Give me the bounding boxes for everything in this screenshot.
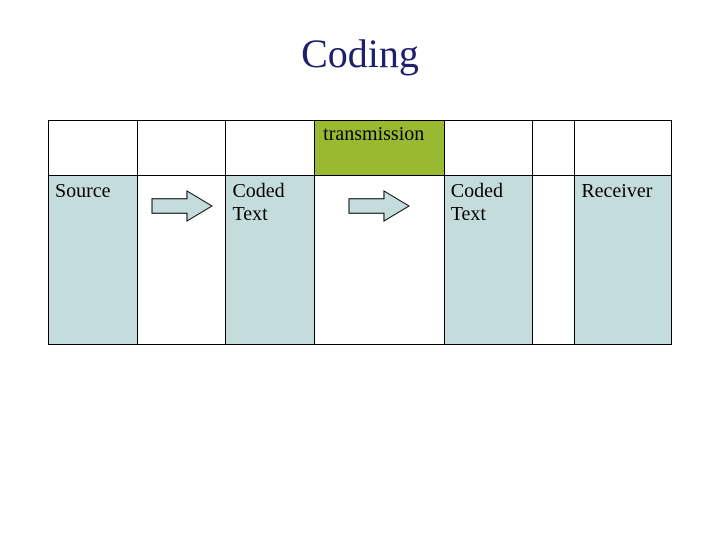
diagram-row-header: transmission: [48, 120, 672, 175]
body-cell: [315, 176, 445, 344]
cell-label: CodedText: [451, 180, 503, 226]
header-cell: [575, 121, 671, 175]
header-cell: [138, 121, 227, 175]
coding-diagram: transmission Source CodedText CodedText R…: [48, 120, 672, 345]
header-cell: transmission: [315, 121, 445, 175]
cell-label: Source: [55, 180, 111, 203]
slide-title: Coding: [0, 30, 720, 77]
body-cell: CodedText: [445, 176, 534, 344]
arrow-icon: [315, 176, 444, 344]
body-cell: CodedText: [226, 176, 315, 344]
slide: Coding transmission Source CodedText Cod…: [0, 0, 720, 540]
body-cell: Receiver: [575, 176, 671, 344]
body-cell: [533, 176, 575, 344]
cell-label: transmission: [315, 123, 444, 146]
header-cell: [533, 121, 575, 175]
header-cell: [226, 121, 315, 175]
cell-label: Receiver: [581, 180, 652, 203]
arrow-icon: [138, 176, 226, 344]
body-cell: Source: [49, 176, 138, 344]
cell-label: CodedText: [232, 180, 284, 226]
body-cell: [138, 176, 227, 344]
header-cell: [445, 121, 534, 175]
diagram-row-body: Source CodedText CodedText Receiver: [48, 175, 672, 345]
header-cell: [49, 121, 138, 175]
